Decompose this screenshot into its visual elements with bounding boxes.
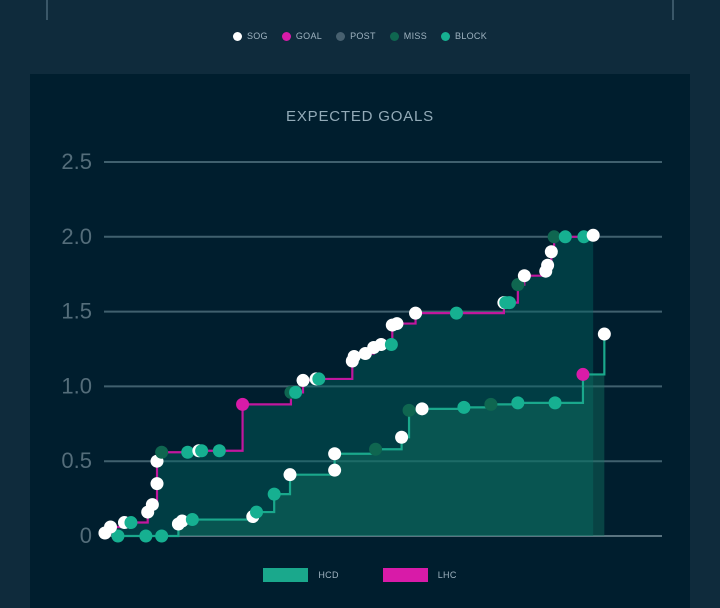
shot-marker-lhc-block <box>558 230 572 244</box>
shot-marker-hcd-block <box>111 529 125 543</box>
shot-marker-lhc-sog <box>517 269 531 283</box>
y-tick-label: 2.5 <box>61 149 92 174</box>
legend-team-lhc: LHC <box>382 568 457 582</box>
y-tick-label: 0 <box>80 523 92 548</box>
hcd-swatch-icon <box>263 568 309 582</box>
legend-item-block: BLOCK <box>441 31 487 41</box>
shot-marker-hcd-block <box>267 487 281 501</box>
shot-marker-hcd-block <box>155 529 169 543</box>
dark-green-dot-icon <box>389 31 399 41</box>
shot-marker-lhc-block <box>449 306 463 320</box>
shot-marker-hcd-block <box>548 396 562 410</box>
shot-marker-hcd-sog <box>415 402 429 416</box>
legend-team-hcd: HCD <box>263 568 338 582</box>
legend-label-post: POST <box>350 31 376 41</box>
shot-marker-hcd-goal <box>576 367 590 381</box>
legend-label-block: BLOCK <box>455 31 488 41</box>
gray-dot-icon <box>336 31 346 41</box>
frame-edge-left <box>46 0 48 20</box>
shot-marker-lhc-sog <box>409 306 423 320</box>
shot-marker-hcd-block <box>250 505 264 519</box>
shot-marker-lhc-block <box>312 372 326 386</box>
shot-marker-hcd-block <box>457 400 471 414</box>
series-lhc-area <box>104 235 594 536</box>
shot-marker-hcd-miss <box>402 403 416 417</box>
shot-marker-lhc-miss <box>547 230 561 244</box>
shot-marker-lhc-sog <box>296 373 310 387</box>
shot-marker-lhc-sog <box>104 520 118 534</box>
frame-edge-right <box>672 0 674 20</box>
shot-marker-lhc-miss <box>155 445 169 459</box>
shot-marker-lhc-block <box>384 338 398 352</box>
shot-marker-hcd-sog <box>283 468 297 482</box>
chart-title: EXPECTED GOALS <box>286 108 434 125</box>
teal-dot-icon <box>441 31 451 41</box>
legend-item-miss: MISS <box>389 31 428 41</box>
shot-marker-lhc-block <box>502 296 516 310</box>
team-legend: HCD LHC <box>30 568 690 582</box>
shot-marker-lhc-sog <box>390 317 404 331</box>
xg-chart: 0 0.5 1.0 1.5 2.0 2.5 <box>61 149 662 548</box>
legend-item-post: POST <box>336 31 376 41</box>
shot-marker-hcd-block <box>511 396 525 410</box>
shot-marker-lhc-block <box>124 516 138 530</box>
shot-marker-lhc-sog <box>544 245 558 259</box>
legend-team-hcd-label: HCD <box>318 570 339 580</box>
y-tick-label: 0.5 <box>61 448 92 473</box>
chart-panel: EXPECTED GOALS 0 0.5 1.0 1.5 2.0 2.5 HCD LHC <box>30 74 690 608</box>
shot-marker-lhc-block <box>212 444 226 458</box>
shot-marker-hcd-sog <box>175 514 189 528</box>
shot-type-legend: SOG GOAL POST MISS BLOCK <box>0 31 720 41</box>
legend-label-sog: SOG <box>246 31 268 41</box>
legend-team-lhc-label: LHC <box>437 570 457 580</box>
shot-marker-hcd-block <box>139 529 153 543</box>
shot-marker-lhc-sog <box>586 228 600 242</box>
white-dot-icon <box>232 31 242 41</box>
shot-marker-hcd-miss <box>484 397 498 411</box>
legend-label-miss: MISS <box>403 31 428 41</box>
shot-marker-lhc-block <box>195 444 209 458</box>
y-tick-label: 1.0 <box>61 373 92 398</box>
lhc-swatch-icon <box>382 568 428 582</box>
y-tick-label: 1.5 <box>61 299 92 324</box>
series-hcd-area <box>117 334 605 536</box>
shot-marker-hcd-sog <box>328 447 342 461</box>
legend-label-goal: GOAL <box>295 31 323 41</box>
legend-item-sog: SOG <box>232 31 268 41</box>
legend-item-goal: GOAL <box>281 31 323 41</box>
magenta-dot-icon <box>281 31 291 41</box>
shot-marker-hcd-sog <box>328 463 342 477</box>
shot-marker-lhc-sog <box>145 498 159 512</box>
shot-marker-lhc-sog <box>541 258 555 272</box>
shot-marker-lhc-goal <box>236 397 250 411</box>
shot-marker-hcd-sog <box>597 327 611 341</box>
shot-marker-hcd-block <box>185 513 199 527</box>
shot-marker-lhc-block <box>289 385 303 399</box>
shot-marker-lhc-sog <box>150 477 164 491</box>
shot-marker-lhc-sog <box>374 338 388 352</box>
shot-marker-hcd-sog <box>395 430 409 444</box>
shot-marker-lhc-miss <box>511 278 525 292</box>
shot-marker-hcd-miss <box>369 442 383 456</box>
shot-marker-lhc-sog <box>347 349 361 363</box>
y-tick-label: 2.0 <box>61 224 92 249</box>
shot-marker-lhc-block <box>181 445 195 459</box>
